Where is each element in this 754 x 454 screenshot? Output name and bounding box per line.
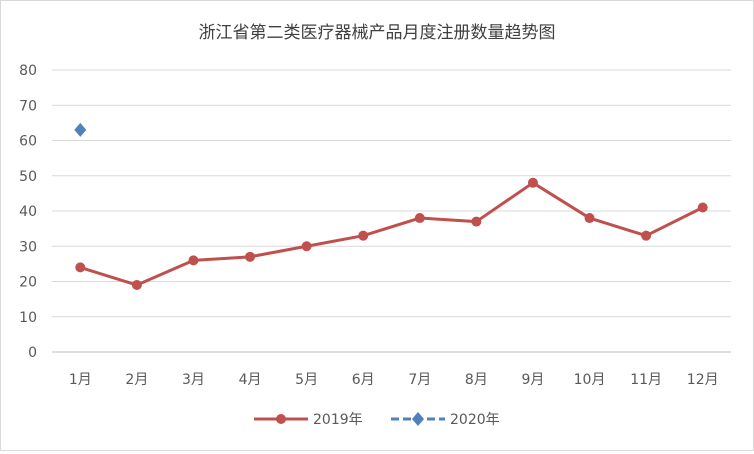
gridlines bbox=[52, 69, 731, 353]
x-tick-label: 5月 bbox=[295, 372, 318, 388]
data-point-marker bbox=[414, 213, 425, 224]
chart-title: 浙江省第二类医疗器械产品月度注册数量趋势图 bbox=[199, 23, 556, 43]
data-point-marker bbox=[301, 241, 312, 252]
data-point-marker bbox=[641, 230, 652, 241]
data-point-marker bbox=[471, 216, 482, 227]
x-tick-label: 11月 bbox=[630, 372, 662, 388]
plot-series bbox=[74, 122, 708, 291]
x-tick-label: 8月 bbox=[465, 372, 488, 388]
data-point-marker bbox=[188, 255, 199, 266]
x-axis: 1月 2月 3月 4月 5月 6月 7月 8月 9月 10月 11月 12月 bbox=[52, 351, 731, 388]
y-tick-label: 60 bbox=[19, 134, 37, 150]
x-tick-label: 9月 bbox=[521, 372, 544, 388]
data-point-marker bbox=[584, 213, 595, 224]
data-point-marker bbox=[358, 230, 369, 241]
y-tick-label: 10 bbox=[19, 310, 37, 326]
x-tick-label: 12月 bbox=[687, 372, 719, 388]
data-point-marker bbox=[697, 202, 708, 213]
x-tick-label: 2月 bbox=[125, 372, 148, 388]
y-tick-label: 40 bbox=[19, 204, 37, 220]
y-tick-label: 0 bbox=[28, 345, 37, 361]
legend-label: 2019年 bbox=[313, 412, 363, 428]
legend: 2019年 2020年 bbox=[254, 412, 500, 428]
y-tick-label: 20 bbox=[19, 275, 37, 291]
y-tick-label: 50 bbox=[19, 169, 37, 185]
legend-label: 2020年 bbox=[450, 412, 500, 428]
y-tick-label: 80 bbox=[19, 63, 37, 79]
data-point-marker bbox=[131, 280, 142, 291]
legend-marker bbox=[412, 412, 424, 426]
series-line bbox=[79, 181, 704, 287]
x-tick-label: 1月 bbox=[69, 372, 92, 388]
data-point-marker bbox=[527, 177, 538, 188]
y-tick-label: 30 bbox=[19, 239, 37, 255]
data-point-marker bbox=[74, 122, 87, 137]
x-tick-label: 4月 bbox=[239, 372, 262, 388]
data-point-marker bbox=[245, 251, 256, 262]
x-tick-label: 6月 bbox=[352, 372, 375, 388]
legend-marker bbox=[276, 414, 286, 424]
x-tick-label: 7月 bbox=[408, 372, 431, 388]
y-axis: 0 10 20 30 40 50 60 70 80 bbox=[19, 63, 37, 361]
y-tick-label: 70 bbox=[19, 98, 37, 114]
data-point-marker bbox=[75, 262, 86, 273]
x-tick-label: 10月 bbox=[574, 372, 606, 388]
x-tick-label: 3月 bbox=[182, 372, 205, 388]
